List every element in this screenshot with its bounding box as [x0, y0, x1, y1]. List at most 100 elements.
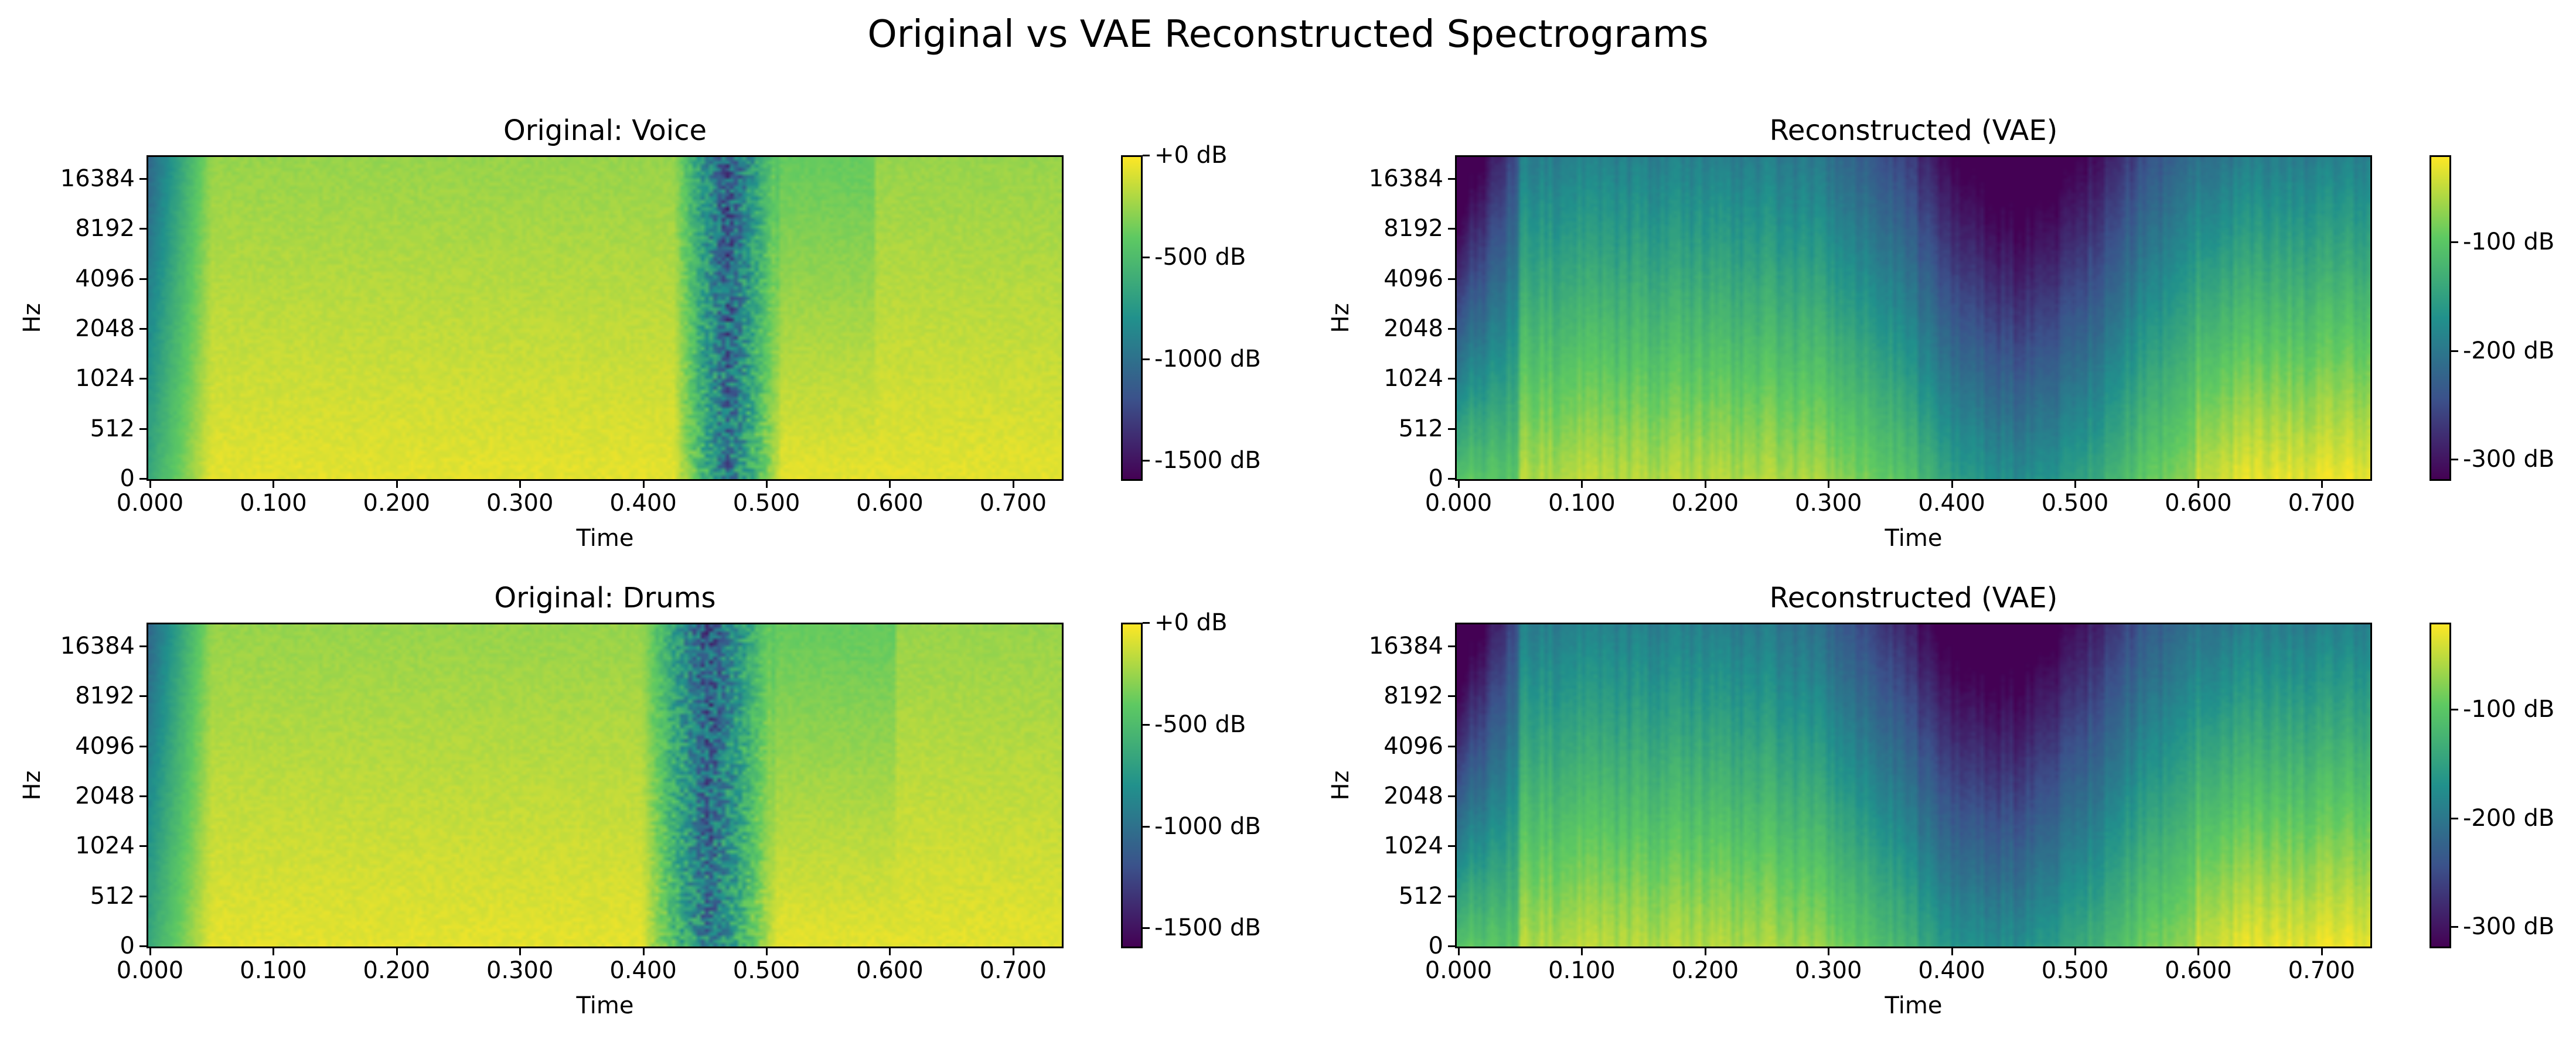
y-tick-mark: [1448, 278, 1455, 280]
panel-title: Original: Voice: [503, 114, 707, 147]
x-tick-mark: [642, 948, 645, 955]
x-tick-mark: [889, 948, 891, 955]
y-tick-mark: [1448, 845, 1455, 848]
x-tick-label: 0.000: [1425, 490, 1493, 517]
y-tick-label: 4096: [75, 732, 135, 760]
x-tick-mark: [2197, 481, 2200, 488]
colorbar-tick-label: -100 dB: [2463, 696, 2555, 723]
x-tick-label: 0.500: [2041, 957, 2109, 984]
x-tick-label: 0.400: [1918, 490, 1985, 517]
x-tick-mark: [149, 948, 151, 955]
y-tick-label: 16384: [1368, 633, 1443, 660]
x-tick-mark: [1704, 481, 1706, 488]
x-tick-mark: [1012, 481, 1014, 488]
colorbar-tick-mark: [1143, 460, 1150, 462]
x-tick-mark: [1951, 948, 1953, 955]
y-tick-mark: [1448, 745, 1455, 747]
colorbar-tick-label: -300 dB: [2463, 913, 2555, 940]
x-tick-mark: [396, 948, 398, 955]
y-tick-mark: [139, 428, 146, 430]
y-tick-label: 16384: [60, 165, 135, 192]
y-tick-label: 2048: [1384, 315, 1443, 342]
y-tick-mark: [139, 895, 146, 897]
colorbar-tick-label: -1000 dB: [1154, 345, 1261, 373]
x-tick-label: 0.100: [1548, 957, 1616, 984]
y-tick-label: 4096: [1384, 732, 1443, 760]
x-tick-mark: [1828, 948, 1830, 955]
y-tick-label: 8192: [1384, 215, 1443, 242]
y-tick-mark: [139, 328, 146, 330]
x-tick-label: 0.700: [2288, 957, 2356, 984]
y-tick-label: 16384: [1368, 165, 1443, 192]
y-tick-mark: [1448, 695, 1455, 698]
y-tick-mark: [139, 845, 146, 848]
panel-title: Reconstructed (VAE): [1769, 114, 2058, 147]
y-tick-label: 2048: [75, 315, 135, 342]
y-tick-mark: [139, 695, 146, 698]
x-axis-label: Time: [576, 992, 634, 1019]
x-tick-label: 0.300: [1794, 490, 1862, 517]
colorbar-tick-mark: [2451, 241, 2458, 244]
x-tick-mark: [766, 948, 768, 955]
colorbar: [1121, 623, 1143, 948]
heatmap-cells: [1457, 624, 2370, 947]
colorbar-tick-label: -500 dB: [1154, 710, 1246, 738]
colorbar: [2430, 155, 2451, 481]
y-tick-mark: [139, 278, 146, 280]
x-tick-label: 0.400: [1918, 957, 1985, 984]
x-tick-label: 0.700: [979, 957, 1047, 984]
x-tick-label: 0.500: [732, 957, 800, 984]
panel-title: Original: Drums: [494, 582, 716, 614]
x-tick-label: 0.200: [1671, 957, 1739, 984]
x-tick-mark: [519, 948, 522, 955]
y-tick-label: 16384: [60, 633, 135, 660]
x-tick-label: 0.300: [486, 957, 554, 984]
y-tick-label: 8192: [1384, 682, 1443, 710]
colorbar-tick-mark: [1143, 825, 1150, 828]
y-tick-mark: [139, 478, 146, 480]
x-tick-label: 0.600: [856, 957, 924, 984]
x-tick-label: 0.100: [1548, 490, 1616, 517]
x-tick-mark: [1581, 481, 1583, 488]
colorbar-tick-label: +0 dB: [1154, 609, 1228, 636]
colorbar-tick-label: +0 dB: [1154, 142, 1228, 169]
y-tick-label: 8192: [75, 682, 135, 710]
y-tick-label: 1024: [75, 365, 135, 392]
y-tick-label: 1024: [1384, 365, 1443, 392]
y-tick-label: 1024: [1384, 832, 1443, 860]
colorbar-tick-label: -1500 dB: [1154, 914, 1261, 942]
colorbar-tick-mark: [1143, 256, 1150, 258]
heatmap-cells: [148, 157, 1062, 479]
x-axis-label: Time: [1885, 525, 1943, 552]
x-tick-mark: [1458, 481, 1460, 488]
colorbar-tick-mark: [2451, 709, 2458, 711]
x-tick-label: 0.300: [1794, 957, 1862, 984]
y-tick-mark: [1448, 378, 1455, 380]
colorbar-tick-label: -200 dB: [2463, 337, 2555, 364]
y-tick-mark: [1448, 228, 1455, 230]
x-tick-label: 0.600: [2165, 957, 2232, 984]
x-tick-label: 0.700: [2288, 490, 2356, 517]
y-tick-mark: [1448, 428, 1455, 430]
x-tick-label: 0.400: [609, 957, 677, 984]
colorbar-tick-label: -1500 dB: [1154, 447, 1261, 474]
colorbar-tick-label: -100 dB: [2463, 228, 2555, 256]
colorbar-tick-mark: [1143, 723, 1150, 726]
y-tick-label: 512: [1398, 415, 1443, 442]
colorbar-tick-mark: [2451, 925, 2458, 928]
x-axis-label: Time: [1885, 992, 1943, 1019]
heatmap-plot-area: [1455, 623, 2372, 948]
x-tick-label: 0.700: [979, 490, 1047, 517]
colorbar-tick-label: -200 dB: [2463, 804, 2555, 832]
y-tick-mark: [139, 178, 146, 180]
x-tick-mark: [1951, 481, 1953, 488]
x-tick-mark: [396, 481, 398, 488]
x-tick-label: 0.300: [486, 490, 554, 517]
x-tick-mark: [2197, 948, 2200, 955]
colorbar-tick-mark: [2451, 817, 2458, 819]
colorbar-tick-mark: [1143, 358, 1150, 360]
x-tick-mark: [1458, 948, 1460, 955]
y-tick-mark: [1448, 895, 1455, 897]
heatmap-cells: [1457, 157, 2370, 479]
y-tick-mark: [139, 378, 146, 380]
